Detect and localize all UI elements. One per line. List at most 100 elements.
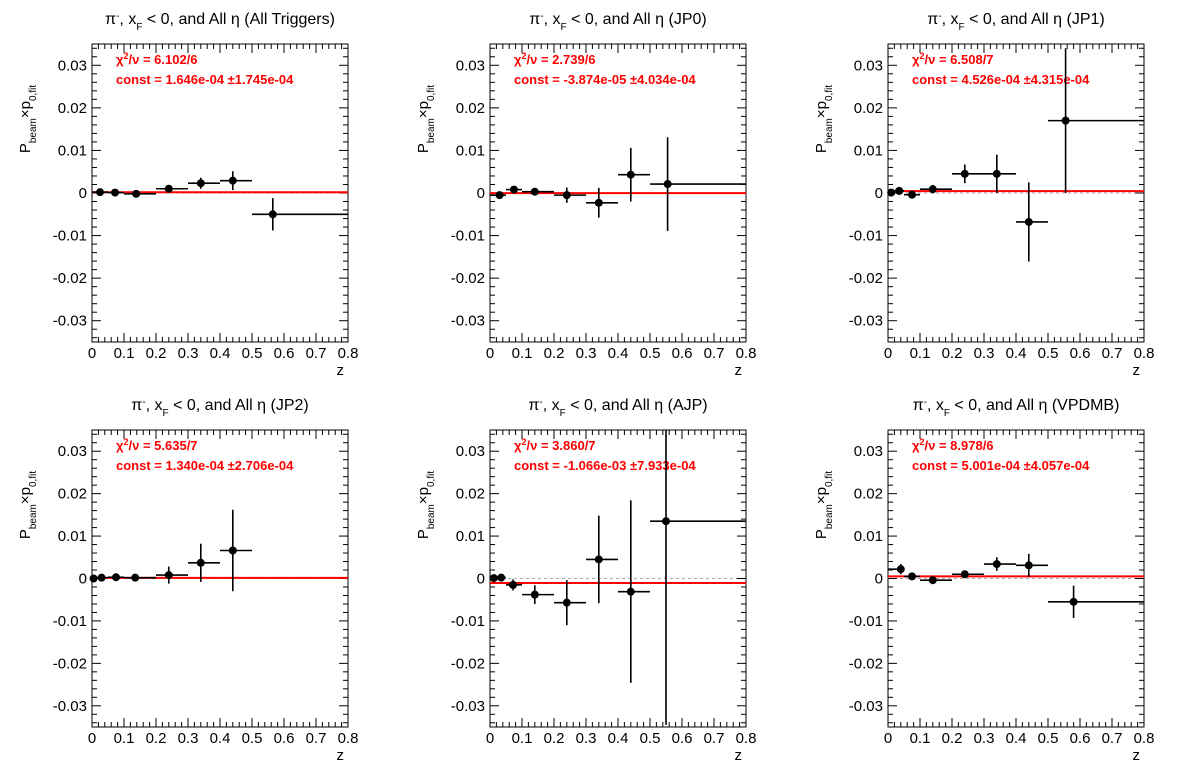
x-tick-label: 0.5: [640, 730, 661, 747]
fit-const-label: const = -3.874e-05 ±4.034e-04: [514, 72, 696, 87]
chart-panel-3: π-, xF < 0, and All η (JP1) 0 0.1 0.2 0.3 0.4…: [813, 11, 1154, 380]
x-tick-label: 0: [486, 730, 494, 747]
point-marker: [96, 188, 104, 197]
point-marker: [268, 210, 277, 219]
data-point: [95, 573, 108, 582]
chart-panel-4: π-, xF < 0, and All η (JP2) 0 0.1 0.2 0.3 0.4…: [17, 397, 358, 765]
data-point: [188, 543, 220, 582]
x-tick-label: 0.2: [942, 345, 963, 362]
x-tick-label: 0.3: [178, 730, 199, 747]
x-tick-label: 0.2: [942, 730, 963, 747]
x-tick-label: 0.5: [640, 345, 661, 362]
y-axis-label: Pbeam×p0,fit: [813, 471, 835, 539]
data-point: [188, 177, 220, 189]
x-tick-label: 0: [88, 345, 96, 362]
fit-chi2-label: χ2/ν = 2.739/6: [514, 51, 596, 67]
point-marker: [1069, 597, 1078, 606]
point-marker: [196, 179, 205, 188]
data-point: [108, 188, 124, 197]
data-point: [506, 185, 522, 194]
point-marker: [662, 517, 670, 526]
x-tick-label: 0.4: [210, 730, 231, 747]
x-tick-label: 0.2: [146, 730, 167, 747]
x-tick-label: 0.5: [1038, 730, 1059, 747]
x-tick-label: 0.3: [576, 345, 597, 362]
data-point: [888, 564, 905, 575]
chart-title: π-, xF < 0, and All η (AJP): [528, 397, 707, 419]
y-tick-label: -0.03: [849, 313, 883, 330]
y-tick-label: 0.01: [854, 142, 883, 159]
x-axis-label: z: [735, 362, 743, 379]
data-point: [497, 573, 506, 582]
chart-title: π-, xF < 0, and All η (VPDMB): [913, 397, 1120, 419]
y-tick-label: 0.01: [456, 142, 485, 159]
point-marker: [626, 170, 635, 179]
point-marker: [1024, 561, 1033, 570]
chart-panel-2: π-, xF < 0, and All η (JP0) 0 0.1 0.2 0.3 0.4…: [415, 11, 756, 380]
y-tick-label: 0.03: [456, 57, 485, 74]
fit-const-label: const = 5.001e-04 ±4.057e-04: [912, 458, 1090, 473]
y-tick-label: -0.01: [849, 613, 883, 630]
point-marker: [164, 571, 173, 580]
y-tick-label: -0.01: [451, 613, 485, 630]
fit-chi2-label: χ2/ν = 6.508/7: [912, 51, 994, 67]
x-tick-label: 0.5: [242, 730, 263, 747]
point-marker: [196, 558, 205, 567]
data-point: [489, 574, 498, 583]
y-tick-label: -0.02: [849, 270, 883, 287]
point-marker: [562, 191, 571, 200]
data-point: [586, 187, 618, 218]
x-tick-label: 0.7: [306, 730, 327, 747]
x-tick-label: 0.4: [1006, 730, 1027, 747]
x-tick-label: 0.5: [1038, 345, 1059, 362]
data-point: [1016, 182, 1048, 262]
x-tick-label: 0: [884, 730, 892, 747]
data-point: [92, 188, 108, 197]
point-marker: [594, 555, 603, 564]
fit-const-label: const = -1.066e-03 ±7.933e-04: [514, 458, 696, 473]
point-marker: [497, 573, 506, 582]
x-tick-label: 0.1: [512, 730, 533, 747]
data-point: [586, 515, 618, 604]
data-point: [920, 576, 952, 585]
x-tick-label: 0.6: [274, 345, 295, 362]
x-tick-label: 0.8: [1134, 345, 1155, 362]
y-tick-label: -0.03: [53, 313, 87, 330]
x-tick-label: 0.8: [338, 730, 359, 747]
x-tick-label: 0.2: [146, 345, 167, 362]
data-point: [618, 147, 650, 202]
x-tick-label: 0.3: [178, 345, 199, 362]
x-tick-label: 0.4: [210, 345, 231, 362]
y-tick-label: 0.01: [854, 528, 883, 545]
x-tick-label: 0.7: [1102, 345, 1123, 362]
data-point: [904, 190, 920, 199]
point-marker: [89, 574, 98, 583]
fit-const-label: const = 1.646e-04 ±1.745e-04: [116, 72, 294, 87]
point-marker: [928, 576, 937, 585]
point-marker: [530, 187, 539, 196]
x-axis-label: z: [337, 747, 345, 764]
x-tick-label: 0.7: [306, 345, 327, 362]
data-point: [124, 189, 156, 198]
x-tick-label: 0.8: [1134, 730, 1155, 747]
y-tick-label: -0.01: [451, 228, 485, 245]
fit-const-label: const = 1.340e-04 ±2.706e-04: [116, 458, 294, 473]
chart-panel-6: π-, xF < 0, and All η (VPDMB) 0 0.1 0.2 0.3 0…: [813, 397, 1154, 765]
data-point: [522, 187, 554, 196]
data-point: [490, 191, 506, 200]
x-tick-label: 0.6: [1070, 730, 1091, 747]
y-tick-label: -0.03: [451, 313, 485, 330]
data-point: [108, 573, 124, 582]
x-axis-label: z: [735, 747, 743, 764]
point-marker: [164, 184, 173, 193]
data-point: [650, 137, 746, 231]
y-tick-label: 0: [79, 185, 87, 202]
x-axis-label: z: [1133, 747, 1141, 764]
y-tick-label: 0: [477, 185, 485, 202]
data-point: [650, 430, 746, 725]
x-tick-label: 0: [88, 730, 96, 747]
data-point: [952, 570, 984, 579]
chart-panel-1: π-, xF < 0, and All η (All Triggers) 0 0.1…: [17, 11, 358, 380]
fit-chi2-label: χ2/ν = 6.102/6: [116, 51, 198, 67]
x-tick-label: 0.1: [512, 345, 533, 362]
